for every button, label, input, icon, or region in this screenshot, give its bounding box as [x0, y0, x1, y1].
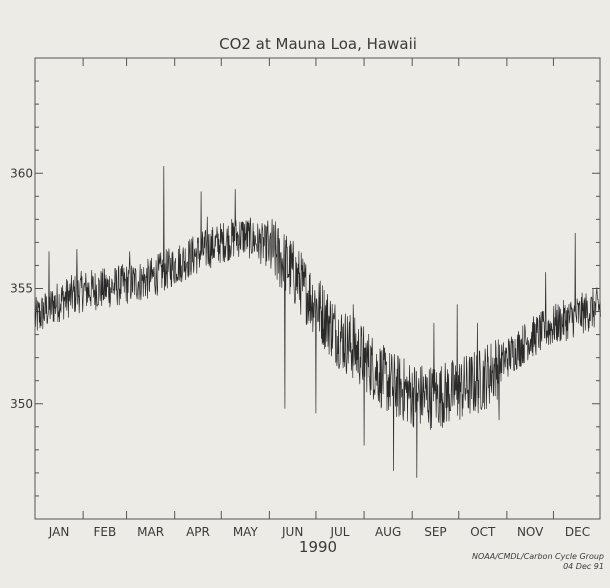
x-tick-label: JUL: [329, 525, 349, 539]
x-axis: JAN FEB MAR APR MAY JUN JUL AUG SEP OCT NOV DEC: [48, 58, 590, 539]
x-tick-label: OCT: [470, 525, 496, 539]
x-tick-label: FEB: [93, 525, 116, 539]
x-tick-label: NOV: [517, 525, 544, 539]
x-tick-label: MAR: [137, 525, 164, 539]
x-tick-label: JAN: [48, 525, 70, 539]
x-tick-label: JUN: [281, 525, 303, 539]
co2-series-line: [34, 165, 601, 478]
x-tick-label: SEP: [424, 525, 446, 539]
y-tick-label: 350: [10, 397, 33, 411]
y-axis: 350 355 360: [10, 57, 600, 520]
x-tick-label: DEC: [565, 525, 590, 539]
y-tick-label: 355: [10, 282, 33, 296]
credit-line-2: 04 Dec 91: [563, 562, 604, 571]
x-tick-label: MAY: [233, 525, 259, 539]
co2-series: [34, 165, 601, 478]
x-tick-label: AUG: [375, 525, 401, 539]
y-tick-label: 360: [10, 166, 33, 180]
credit-line-1: NOAA/CMDL/Carbon Cycle Group: [472, 552, 604, 561]
x-axis-label: 1990: [299, 538, 337, 556]
chart-title: CO2 at Mauna Loa, Hawaii: [219, 35, 417, 53]
plot-frame: [34, 57, 601, 520]
x-tick-label: APR: [186, 525, 210, 539]
